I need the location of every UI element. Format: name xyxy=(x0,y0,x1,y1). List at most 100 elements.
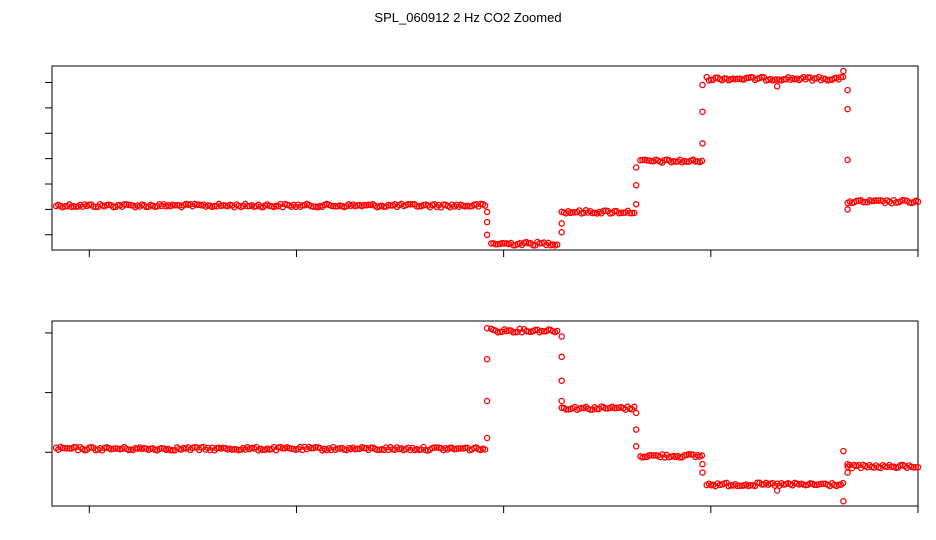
data-point xyxy=(483,355,491,363)
data-point xyxy=(562,406,570,413)
data-point xyxy=(912,463,920,471)
data-point xyxy=(481,202,489,209)
data-point xyxy=(699,81,706,89)
data-point xyxy=(698,452,706,459)
data-point xyxy=(481,446,489,453)
data-point xyxy=(613,404,620,412)
data-point xyxy=(868,197,876,205)
data-point xyxy=(685,451,693,458)
data-point xyxy=(817,480,825,488)
data-point xyxy=(457,445,465,452)
data-point xyxy=(231,446,238,453)
data-point xyxy=(167,446,174,454)
data-point xyxy=(360,201,368,209)
data-point xyxy=(698,157,706,165)
data-point xyxy=(110,445,117,452)
data-point xyxy=(553,327,561,335)
data-point xyxy=(844,105,851,113)
data-point xyxy=(407,201,414,208)
data-point xyxy=(220,202,227,209)
data-point xyxy=(70,443,77,451)
data-point xyxy=(433,444,440,451)
data-point xyxy=(736,482,743,489)
data-point xyxy=(61,444,69,452)
data-point xyxy=(914,198,922,205)
data-point xyxy=(910,464,917,471)
data-point xyxy=(631,209,638,217)
plot-frame xyxy=(51,320,919,507)
data-point xyxy=(840,67,847,75)
data-point xyxy=(699,140,706,147)
data-point xyxy=(558,228,565,236)
data-point xyxy=(312,443,319,451)
data-point xyxy=(840,447,847,455)
data-point xyxy=(632,426,640,433)
data-point xyxy=(844,469,851,476)
data-point xyxy=(914,463,922,471)
data-point xyxy=(431,444,438,451)
data-points xyxy=(52,324,922,505)
data-point xyxy=(650,452,657,459)
data-point xyxy=(112,445,119,452)
chart-panel-bottom xyxy=(45,320,922,513)
data-point xyxy=(734,75,741,83)
data-point xyxy=(374,446,381,454)
data-point xyxy=(501,240,508,247)
data-point xyxy=(509,329,517,336)
chart-panel-top xyxy=(45,65,922,257)
data-point xyxy=(483,324,491,332)
data-point xyxy=(169,447,176,454)
data-point xyxy=(536,240,543,247)
data-point xyxy=(558,333,565,340)
data-point xyxy=(244,202,251,210)
data-point xyxy=(626,209,634,217)
data-point xyxy=(451,445,458,453)
data-point xyxy=(553,241,561,248)
data-point xyxy=(483,397,491,405)
data-point xyxy=(558,397,565,405)
data-point xyxy=(334,445,341,452)
data-point xyxy=(699,460,706,468)
data-point xyxy=(628,209,636,217)
data-point xyxy=(837,73,845,81)
data-point xyxy=(844,206,851,213)
data-point xyxy=(844,156,851,164)
data-point xyxy=(632,164,640,171)
data-point xyxy=(569,209,576,216)
data-point xyxy=(632,182,640,189)
data-point xyxy=(63,445,71,452)
data-point xyxy=(839,479,847,487)
data-point xyxy=(529,241,537,249)
data-point xyxy=(648,452,655,459)
data-point xyxy=(193,201,201,209)
data-point xyxy=(840,497,847,505)
data-point xyxy=(804,74,812,81)
data-point xyxy=(483,434,491,442)
data-point xyxy=(483,208,491,216)
data-point xyxy=(773,487,781,494)
data-point xyxy=(811,481,818,489)
data-point xyxy=(699,469,706,476)
data-point xyxy=(699,108,706,115)
data-point xyxy=(558,353,565,361)
data-point xyxy=(844,86,851,94)
data-point xyxy=(455,445,462,452)
data-point xyxy=(121,201,128,208)
data-point xyxy=(483,231,491,239)
data-point xyxy=(59,444,66,452)
data-point xyxy=(330,202,337,210)
data-point xyxy=(692,158,699,165)
data-point xyxy=(483,218,491,226)
data-point xyxy=(743,74,750,82)
data-point xyxy=(171,201,179,209)
data-point xyxy=(492,241,499,248)
data-point xyxy=(310,203,317,210)
figure-title: SPL_060912 2 Hz CO2 Zoomed xyxy=(374,10,561,25)
data-point xyxy=(844,460,851,468)
data-point xyxy=(771,76,779,83)
data-point xyxy=(632,443,640,450)
data-points xyxy=(52,67,922,249)
data-point xyxy=(512,328,519,336)
data-point xyxy=(637,156,644,164)
